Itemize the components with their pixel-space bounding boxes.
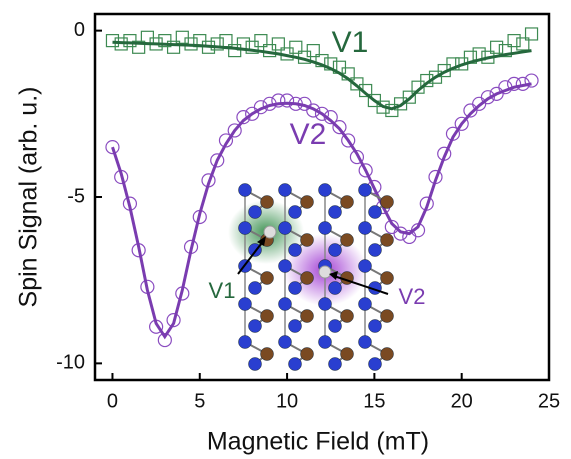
atom	[381, 234, 394, 247]
y-tick-label: -10	[56, 352, 85, 374]
atom	[381, 348, 394, 361]
atom	[279, 298, 292, 311]
atom	[329, 206, 342, 219]
atom	[249, 358, 262, 371]
atom	[359, 260, 372, 273]
chart: Magnetic Field (mT) Spin Signal (arb. u.…	[0, 0, 571, 459]
atom	[319, 298, 332, 311]
y-axis-title: Spin Signal (arb. u.)	[15, 87, 43, 308]
atom	[381, 310, 394, 323]
x-axis-title: Magnetic Field (mT)	[207, 428, 429, 456]
vacancy	[319, 266, 331, 278]
plot-frame	[95, 14, 549, 380]
atom	[249, 282, 262, 295]
atom	[329, 244, 342, 257]
atom	[341, 310, 354, 323]
atom	[289, 206, 302, 219]
y-tick-label: 0	[74, 19, 85, 41]
square-marker	[106, 35, 118, 47]
x-tick-label: 20	[451, 390, 473, 412]
atom	[301, 348, 314, 361]
atom	[301, 234, 314, 247]
circle-marker	[281, 94, 294, 107]
atom	[341, 234, 354, 247]
atom	[289, 244, 302, 257]
annotation: V1	[209, 278, 236, 303]
atom	[369, 244, 382, 257]
x-tick-label: 15	[363, 390, 385, 412]
atom	[319, 184, 332, 197]
atom	[341, 348, 354, 361]
atom	[279, 184, 292, 197]
x-tick-label: 0	[107, 390, 118, 412]
atom	[239, 336, 252, 349]
atom	[289, 358, 302, 371]
atom	[319, 336, 332, 349]
atom	[369, 358, 382, 371]
atom	[381, 272, 394, 285]
atom	[359, 336, 372, 349]
atom	[301, 310, 314, 323]
atom	[261, 272, 274, 285]
fit-line	[113, 42, 532, 109]
atom	[239, 184, 252, 197]
x-tick-label: 10	[276, 390, 298, 412]
atom	[359, 184, 372, 197]
atom	[249, 320, 262, 333]
atom	[301, 272, 314, 285]
atom	[359, 298, 372, 311]
atom	[279, 260, 292, 273]
atom	[289, 282, 302, 295]
atom	[381, 196, 394, 209]
atom	[279, 336, 292, 349]
plot-area	[95, 28, 549, 380]
atom	[369, 320, 382, 333]
atom	[341, 196, 354, 209]
atom	[301, 196, 314, 209]
crystal-inset	[228, 184, 394, 371]
x-tick-label: 5	[194, 390, 205, 412]
atom	[369, 206, 382, 219]
atom	[329, 358, 342, 371]
square-marker	[124, 35, 136, 47]
atom	[239, 222, 252, 235]
atom	[239, 298, 252, 311]
x-tick-label: 25	[538, 390, 560, 412]
atom	[261, 196, 274, 209]
atom	[249, 206, 262, 219]
annotation: V1	[332, 26, 369, 59]
annotation: V2	[290, 118, 327, 151]
atom	[261, 310, 274, 323]
atom	[329, 320, 342, 333]
atom	[329, 282, 342, 295]
annotation: V2	[399, 284, 426, 309]
y-tick-label: -5	[67, 185, 85, 207]
atom	[319, 222, 332, 235]
atom	[261, 348, 274, 361]
atom	[289, 320, 302, 333]
atom	[279, 222, 292, 235]
atom	[359, 222, 372, 235]
